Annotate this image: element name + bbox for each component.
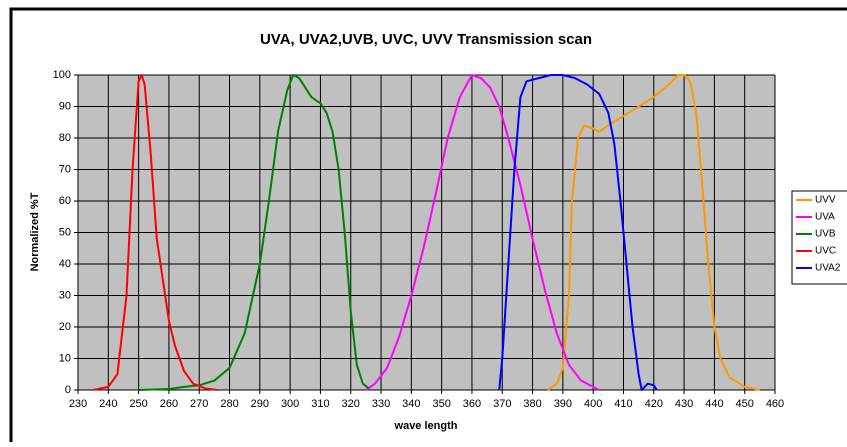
x-tick-label: 460 (766, 398, 784, 410)
x-tick-label: 240 (99, 398, 117, 410)
x-tick-label: 250 (129, 398, 147, 410)
x-tick-label: 270 (190, 398, 208, 410)
y-tick-label: 60 (59, 195, 71, 207)
chart-title: UVA, UVA2,UVB, UVC, UVV Transmission sca… (260, 31, 592, 48)
y-tick-label: 10 (59, 352, 71, 364)
x-tick-label: 290 (251, 398, 269, 410)
series-line (547, 74, 761, 391)
x-tick-label: 320 (342, 398, 360, 410)
y-axis-label: Normalized %T (29, 192, 41, 271)
y-tick-label: 50 (59, 226, 71, 238)
x-tick-label: 340 (402, 398, 420, 410)
y-tick-label: 0 (65, 384, 71, 396)
x-tick-label: 280 (220, 398, 238, 410)
y-tick-label: 20 (59, 321, 71, 333)
x-tick-label: 300 (281, 398, 299, 410)
y-tick-label: 100 (53, 69, 71, 81)
y-tick-label: 40 (59, 258, 71, 270)
legend-label: UVV (815, 195, 836, 206)
series-line (365, 74, 600, 391)
x-tick-label: 310 (311, 398, 329, 410)
x-tick-label: 360 (463, 398, 481, 410)
x-tick-label: 420 (645, 398, 663, 410)
y-tick-label: 90 (59, 100, 71, 112)
chart-border (9, 7, 847, 447)
legend-label: UVA2 (815, 263, 841, 274)
legend-label: UVB (815, 229, 836, 240)
x-tick-label: 430 (675, 398, 693, 410)
x-tick-label: 440 (705, 398, 723, 410)
x-tick-label: 330 (372, 398, 390, 410)
x-tick-label: 350 (432, 398, 450, 410)
x-tick-label: 400 (584, 398, 602, 410)
plot-area: 0 10 20 30 40 50 60 70 80 90 100 230 240 250 260 270 280… (53, 69, 785, 410)
x-tick-label: 370 (493, 398, 511, 410)
y-tick-label: 70 (59, 163, 71, 175)
series-line (498, 74, 658, 391)
y-tick-label: 30 (59, 289, 71, 301)
series-line (138, 74, 370, 391)
legend: UVV UVA UVB UVC UVA2 (791, 190, 847, 285)
legend-label: UVC (815, 246, 836, 257)
x-tick-label: 450 (736, 398, 754, 410)
legend-label: UVA (815, 212, 835, 223)
x-tick-label: 410 (614, 398, 632, 410)
x-tick-label: 390 (554, 398, 572, 410)
x-tick-label: 230 (69, 398, 87, 410)
y-tick-label: 80 (59, 132, 71, 144)
x-tick-label: 380 (523, 398, 541, 410)
series-line (92, 74, 218, 391)
x-axis-label: wave length (394, 420, 458, 432)
x-tick-label: 260 (160, 398, 178, 410)
